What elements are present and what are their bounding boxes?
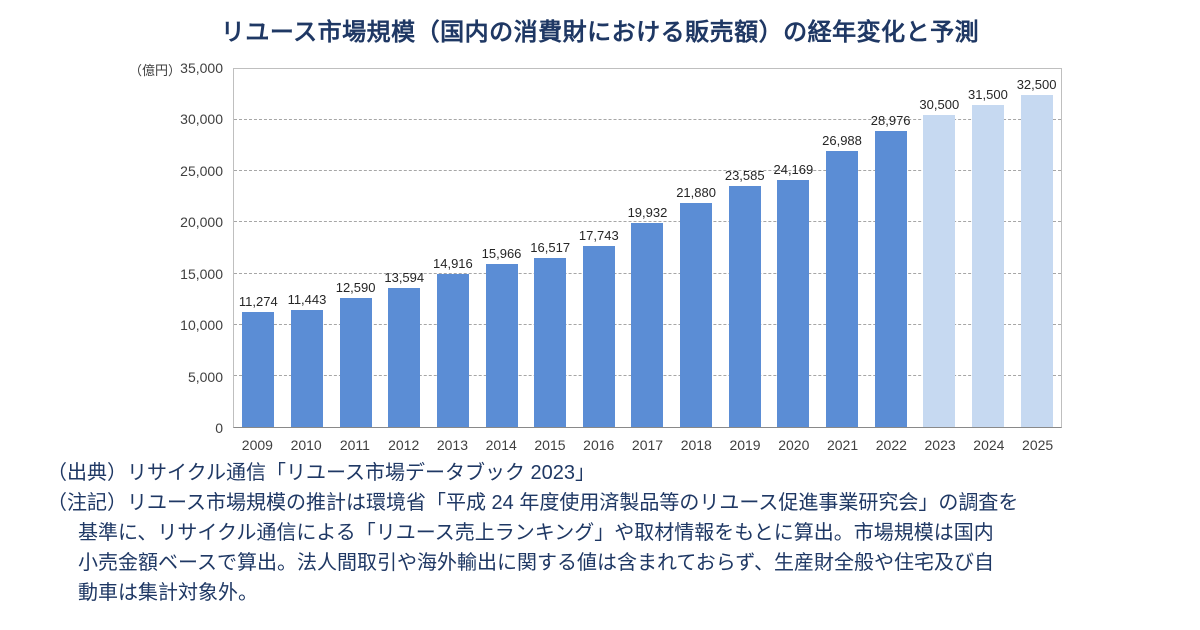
x-tick-label-2025: 2025 xyxy=(1022,437,1054,453)
bar-2022 xyxy=(874,130,907,427)
x-tick-label-2014: 2014 xyxy=(485,437,517,453)
bar-value-label-2013: 14,916 xyxy=(433,256,473,272)
y-tick-label: 30,000 xyxy=(180,111,223,128)
bar-value-label-2022: 28,976 xyxy=(870,112,911,128)
bar-value-label-2020: 24,169 xyxy=(773,161,814,177)
remark-line-3: 小売金額ベースで算出。法人間取引や海外輸出に関する値は含まれておらず、生産財全般… xyxy=(78,552,994,574)
bar-column-2014: 15,966 xyxy=(477,69,526,427)
bar-2024 xyxy=(971,104,1004,427)
bar-2010 xyxy=(290,309,323,427)
bar-column-2011: 12,590 xyxy=(331,69,380,427)
y-tick-label: 10,000 xyxy=(180,317,223,334)
bar-value-label-2015: 16,517 xyxy=(530,240,571,256)
x-tick-label-2011: 2011 xyxy=(339,437,370,453)
bar-column-2013: 14,916 xyxy=(429,69,478,427)
bar-2011 xyxy=(339,298,372,427)
x-tick-label-2024: 2024 xyxy=(973,437,1005,453)
x-tick-label-2013: 2013 xyxy=(436,437,469,453)
bar-2019 xyxy=(728,185,761,427)
footer: （出典）リサイクル通信「リユース市場データブック 2023」 （注記）リユース市… xyxy=(47,458,1167,608)
y-tick-label: 0 xyxy=(215,420,223,436)
x-tick-label-2023: 2023 xyxy=(924,437,956,453)
gridline xyxy=(234,119,1061,121)
bar-value-label-2010: 11,443 xyxy=(287,291,327,307)
bar-column-2025: 32,500 xyxy=(1012,69,1061,427)
x-tick-label-2010: 2010 xyxy=(290,437,322,453)
bar-column-2024: 31,500 xyxy=(964,69,1013,427)
bar-value-label-2021: 26,988 xyxy=(822,132,862,148)
bar-column-2016: 17,743 xyxy=(574,69,623,427)
source-note: （出典）リサイクル通信「リユース市場データブック 2023」 xyxy=(47,462,596,484)
gridline xyxy=(234,170,1061,172)
bar-column-2019: 23,585 xyxy=(720,69,769,427)
bar-value-label-2023: 30,500 xyxy=(919,97,960,113)
x-tick-label-2009: 2009 xyxy=(241,437,273,453)
y-axis: 0 5,000 10,000 15,000 20,000 25,000 30,000 35,0… xyxy=(180,60,1062,436)
bar-2025 xyxy=(1020,94,1053,427)
bar-value-label-2016: 17,743 xyxy=(578,227,619,243)
bar-value-label-2009: 11,274 xyxy=(238,293,278,309)
bar-column-2009: 11,274 xyxy=(234,69,283,427)
x-tick-label-2015: 2015 xyxy=(534,437,566,453)
bar-column-2023: 30,500 xyxy=(915,69,964,427)
bar-value-label-2017: 19,932 xyxy=(627,205,668,221)
bar-value-label-2011: 12,590 xyxy=(335,280,376,296)
bar-2017 xyxy=(631,223,664,427)
bar-column-2018: 21,880 xyxy=(672,69,721,427)
bar-column-2010: 11,443 xyxy=(283,69,332,427)
bar-2021 xyxy=(826,150,858,427)
bar-value-label-2012: 13,594 xyxy=(384,269,425,285)
bar-2014 xyxy=(485,263,518,427)
remark-line-2: 基準に、リサイクル通信による「リユース売上ランキング」や取材情報をもとに算出。市… xyxy=(78,522,994,544)
bars: 11,274 11,443 12,590 13,594 14,916 15,966 16,5… xyxy=(234,69,1061,427)
bar-column-2021: 26,988 xyxy=(818,69,867,427)
x-tick-label-2012: 2012 xyxy=(388,437,420,453)
bar-column-2020: 24,169 xyxy=(769,69,818,427)
bar-2013 xyxy=(436,274,469,427)
bar-2009 xyxy=(242,311,275,427)
x-tick-label-2016: 2016 xyxy=(583,437,615,453)
y-axis-unit-label: （億円） xyxy=(128,63,181,78)
y-tick-label: 35,000 xyxy=(180,60,223,76)
chart-plot: 11,274 11,443 12,590 13,594 14,916 15,966 16,5… xyxy=(233,68,1062,428)
chart-title: リユース市場規模（国内の消費財における販売額）の経年変化と予測 xyxy=(220,19,980,46)
bar-column-2017: 19,932 xyxy=(623,69,672,427)
bar-column-2022: 28,976 xyxy=(866,69,915,427)
y-tick-label: 20,000 xyxy=(180,214,223,231)
bar-value-label-2018: 21,880 xyxy=(676,185,716,201)
remark-line-4: 動車は集計対象外。 xyxy=(78,582,258,604)
x-tick-label-2022: 2022 xyxy=(875,437,907,453)
bar-value-label-2019: 23,585 xyxy=(724,167,765,183)
bar-2018 xyxy=(680,203,713,427)
chart: （億円） 0 5,000 10,000 15,000 20,000 25,000 30,00… xyxy=(129,60,1062,453)
bar-column-2012: 13,594 xyxy=(380,69,429,427)
x-tick-label-2020: 2020 xyxy=(778,437,810,453)
x-tick-label-2017: 2017 xyxy=(631,437,664,453)
bar-2015 xyxy=(534,258,567,427)
x-tick-label-2018: 2018 xyxy=(680,437,712,453)
gridline xyxy=(234,221,1061,223)
bar-value-label-2024: 31,500 xyxy=(968,86,1008,102)
y-tick-label: 15,000 xyxy=(180,265,223,282)
y-tick-label: 5,000 xyxy=(187,368,223,385)
bar-column-2015: 16,517 xyxy=(526,69,575,427)
bar-2020 xyxy=(777,179,810,427)
x-tick-label-2019: 2019 xyxy=(729,437,761,453)
bar-value-label-2025: 32,500 xyxy=(1016,76,1057,92)
bar-2023 xyxy=(923,115,956,427)
remark-line-1: （注記）リユース市場規模の推計は環境省「平成 24 年度使用済製品等のリユース促… xyxy=(47,492,1019,514)
x-tick-label-2021: 2021 xyxy=(826,437,859,453)
bar-value-label-2014: 15,966 xyxy=(481,245,522,261)
bar-2016 xyxy=(582,245,615,427)
x-axis: 2009 2010 2011 2012 2013 2014 2015 2016 2017 2018… xyxy=(233,428,1062,453)
bar-2012 xyxy=(388,287,421,427)
y-tick-label: 25,000 xyxy=(180,162,223,179)
